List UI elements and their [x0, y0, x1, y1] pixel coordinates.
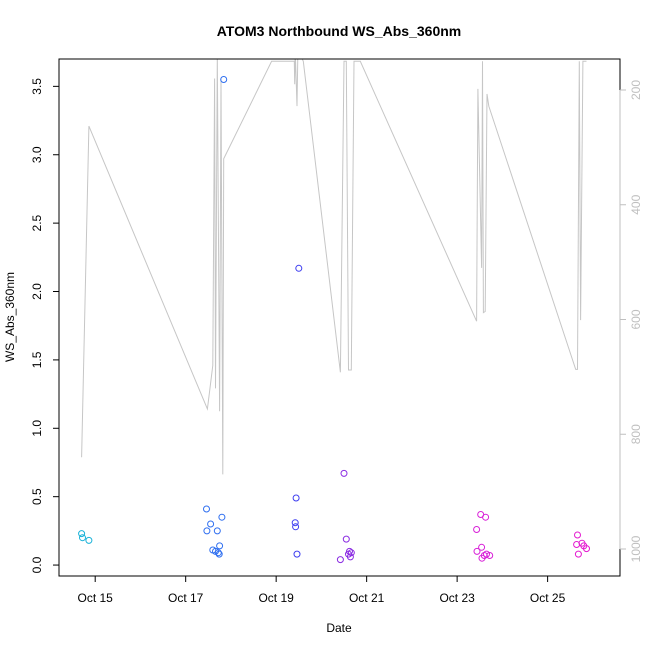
data-point-1 [79, 534, 86, 542]
x-tick-label-5: Oct 25 [530, 591, 566, 605]
data-point-0 [78, 530, 86, 538]
data-point-36 [574, 531, 581, 539]
data-point-16 [292, 494, 300, 502]
data-point-17 [293, 550, 301, 558]
y2-tick-label-0: 200 [629, 80, 643, 100]
data-point-8 [213, 527, 221, 535]
y-tick-label-7: 3.5 [30, 78, 44, 95]
y2-tick-label-2: 600 [629, 309, 643, 329]
data-point-33 [483, 550, 490, 558]
x-axis: Oct 15 Oct 17 Oct 19 Oct 21 Oct 23 Oct 25 [78, 576, 566, 605]
y2-tick-label-3: 800 [629, 424, 643, 444]
data-point-13 [220, 76, 228, 83]
data-point-10 [215, 550, 223, 558]
data-point-37 [574, 550, 582, 558]
y-axis-label: WS_Abs_360nm [3, 272, 17, 362]
y-tick-label-1: 0.5 [30, 488, 44, 505]
scatter-points [78, 76, 590, 564]
y-tick-label-4: 2.0 [30, 283, 44, 300]
x-tick-label-3: Oct 21 [349, 591, 385, 605]
plot-frame [58, 58, 621, 577]
data-point-11 [216, 542, 224, 550]
data-point-32 [482, 513, 490, 521]
y-axis-left: 0.0 0.5 1.0 1.5 2.0 2.5 3.0 3.5 [30, 78, 59, 573]
data-point-15 [292, 523, 300, 531]
data-point-2 [85, 536, 93, 544]
data-point-21 [342, 535, 350, 543]
y-tick-label-3: 1.5 [30, 351, 44, 368]
data-point-20 [340, 469, 348, 477]
data-point-40 [583, 545, 590, 553]
data-point-4 [203, 527, 211, 535]
data-point-24 [346, 553, 354, 561]
data-point-3 [203, 505, 210, 513]
x-tick-label-0: Oct 15 [78, 591, 114, 605]
data-point-19 [336, 556, 344, 564]
data-point-26 [473, 526, 481, 533]
altitude-line-0 [81, 59, 587, 475]
y-tick-label-6: 3.0 [30, 146, 44, 163]
y-tick-label-5: 2.5 [30, 214, 44, 231]
y2-tick-label-1: 400 [629, 194, 643, 214]
data-point-34 [486, 552, 494, 559]
data-point-27 [473, 547, 481, 555]
y-tick-label-2: 1.0 [30, 420, 44, 437]
data-point-9 [214, 549, 222, 557]
data-point-18 [295, 264, 303, 272]
y-axis-right: 200 400 600 800 1000 [619, 80, 643, 562]
y-tick-label-0: 0.0 [30, 556, 44, 573]
right-axis-line-series [81, 59, 587, 475]
data-point-5 [207, 520, 215, 528]
data-point-25 [347, 549, 355, 557]
chart-title: ATOM3 Northbound WS_Abs_360nm [217, 23, 462, 39]
x-axis-label: Date [326, 621, 352, 635]
data-point-12 [218, 513, 226, 521]
y2-tick-label-4: 1000 [629, 535, 643, 562]
x-tick-label-2: Oct 19 [258, 591, 294, 605]
x-tick-label-1: Oct 17 [168, 591, 204, 605]
data-point-14 [291, 519, 299, 527]
x-tick-label-4: Oct 23 [439, 591, 475, 605]
data-point-29 [478, 543, 486, 551]
